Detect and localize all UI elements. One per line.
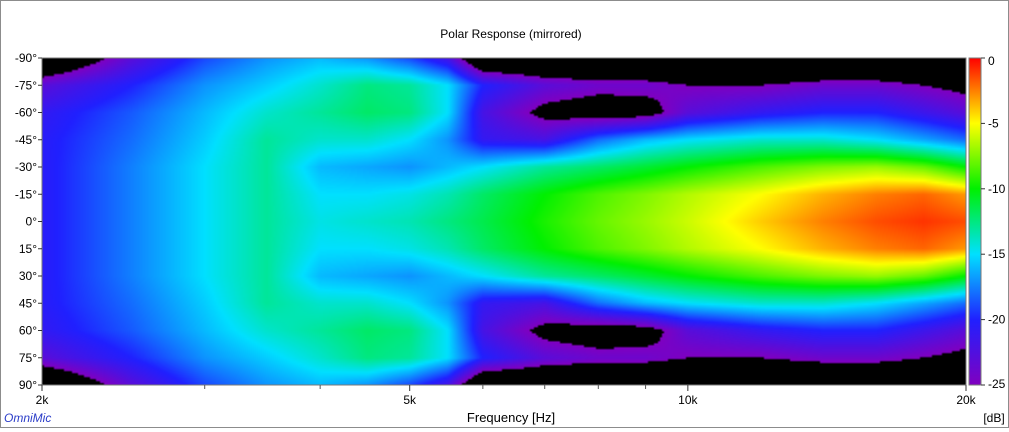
y-tick-label-8: 30° [19,269,37,283]
y-tick-label-5: -15° [15,187,37,201]
x-tick-label-1: 5k [403,393,417,407]
y-tick-label-10: 60° [19,324,37,338]
colorbar-unit: [dB] [983,411,1004,425]
colorbar [968,57,982,386]
y-tick-label-6: 0° [26,215,38,229]
y-tick-label-11: 75° [19,351,37,365]
chart-title: Polar Response (mirrored) [440,27,581,41]
x-tick-label-0: 2k [36,393,50,407]
colorbar-tick-label-4: -20 [988,313,1006,327]
colorbar-tick-label-1: -5 [988,116,999,130]
x-tick-label-2: 10k [678,393,698,407]
omnimic-watermark: OmniMic [4,411,51,425]
y-tick-label-7: 15° [19,242,37,256]
colorbar-tick-label-3: -15 [988,247,1006,261]
colorbar-tick-label-2: -10 [988,182,1006,196]
y-tick-label-12: 90° [19,378,37,392]
y-tick-label-0: -90° [15,51,37,65]
x-tick-label-3: 20k [956,393,976,407]
colorbar-tick-label-0: 0 [988,54,995,68]
y-tick-label-4: -30° [15,160,37,174]
x-axis-label: Frequency [Hz] [467,410,555,425]
y-tick-label-1: -75° [15,78,37,92]
colorbar-tick-label-5: -25 [988,377,1006,391]
y-tick-label-9: 45° [19,296,37,310]
y-tick-label-3: -45° [15,133,37,147]
heatmap [42,58,966,385]
y-tick-label-2: -60° [15,106,37,120]
